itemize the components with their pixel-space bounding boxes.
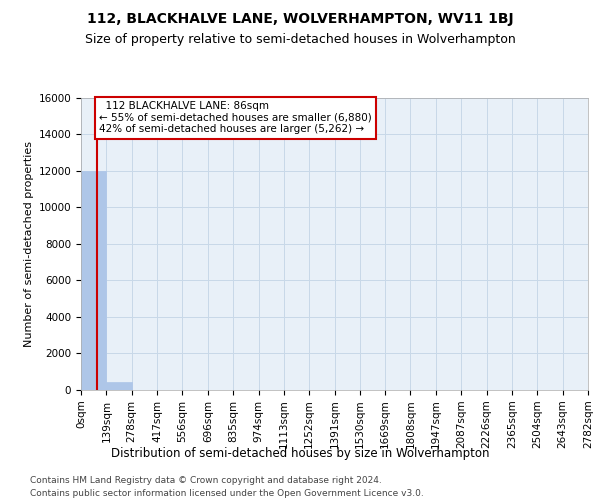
Text: 112, BLACKHALVE LANE, WOLVERHAMPTON, WV11 1BJ: 112, BLACKHALVE LANE, WOLVERHAMPTON, WV1… <box>86 12 514 26</box>
Text: 112 BLACKHALVE LANE: 86sqm
← 55% of semi-detached houses are smaller (6,880)
42%: 112 BLACKHALVE LANE: 86sqm ← 55% of semi… <box>100 101 372 134</box>
Bar <box>106 382 131 390</box>
Text: Distribution of semi-detached houses by size in Wolverhampton: Distribution of semi-detached houses by … <box>111 448 489 460</box>
Text: Contains HM Land Registry data © Crown copyright and database right 2024.: Contains HM Land Registry data © Crown c… <box>30 476 382 485</box>
Text: Contains public sector information licensed under the Open Government Licence v3: Contains public sector information licen… <box>30 489 424 498</box>
Y-axis label: Number of semi-detached properties: Number of semi-detached properties <box>25 141 34 347</box>
Text: Size of property relative to semi-detached houses in Wolverhampton: Size of property relative to semi-detach… <box>85 32 515 46</box>
Bar <box>81 170 106 390</box>
